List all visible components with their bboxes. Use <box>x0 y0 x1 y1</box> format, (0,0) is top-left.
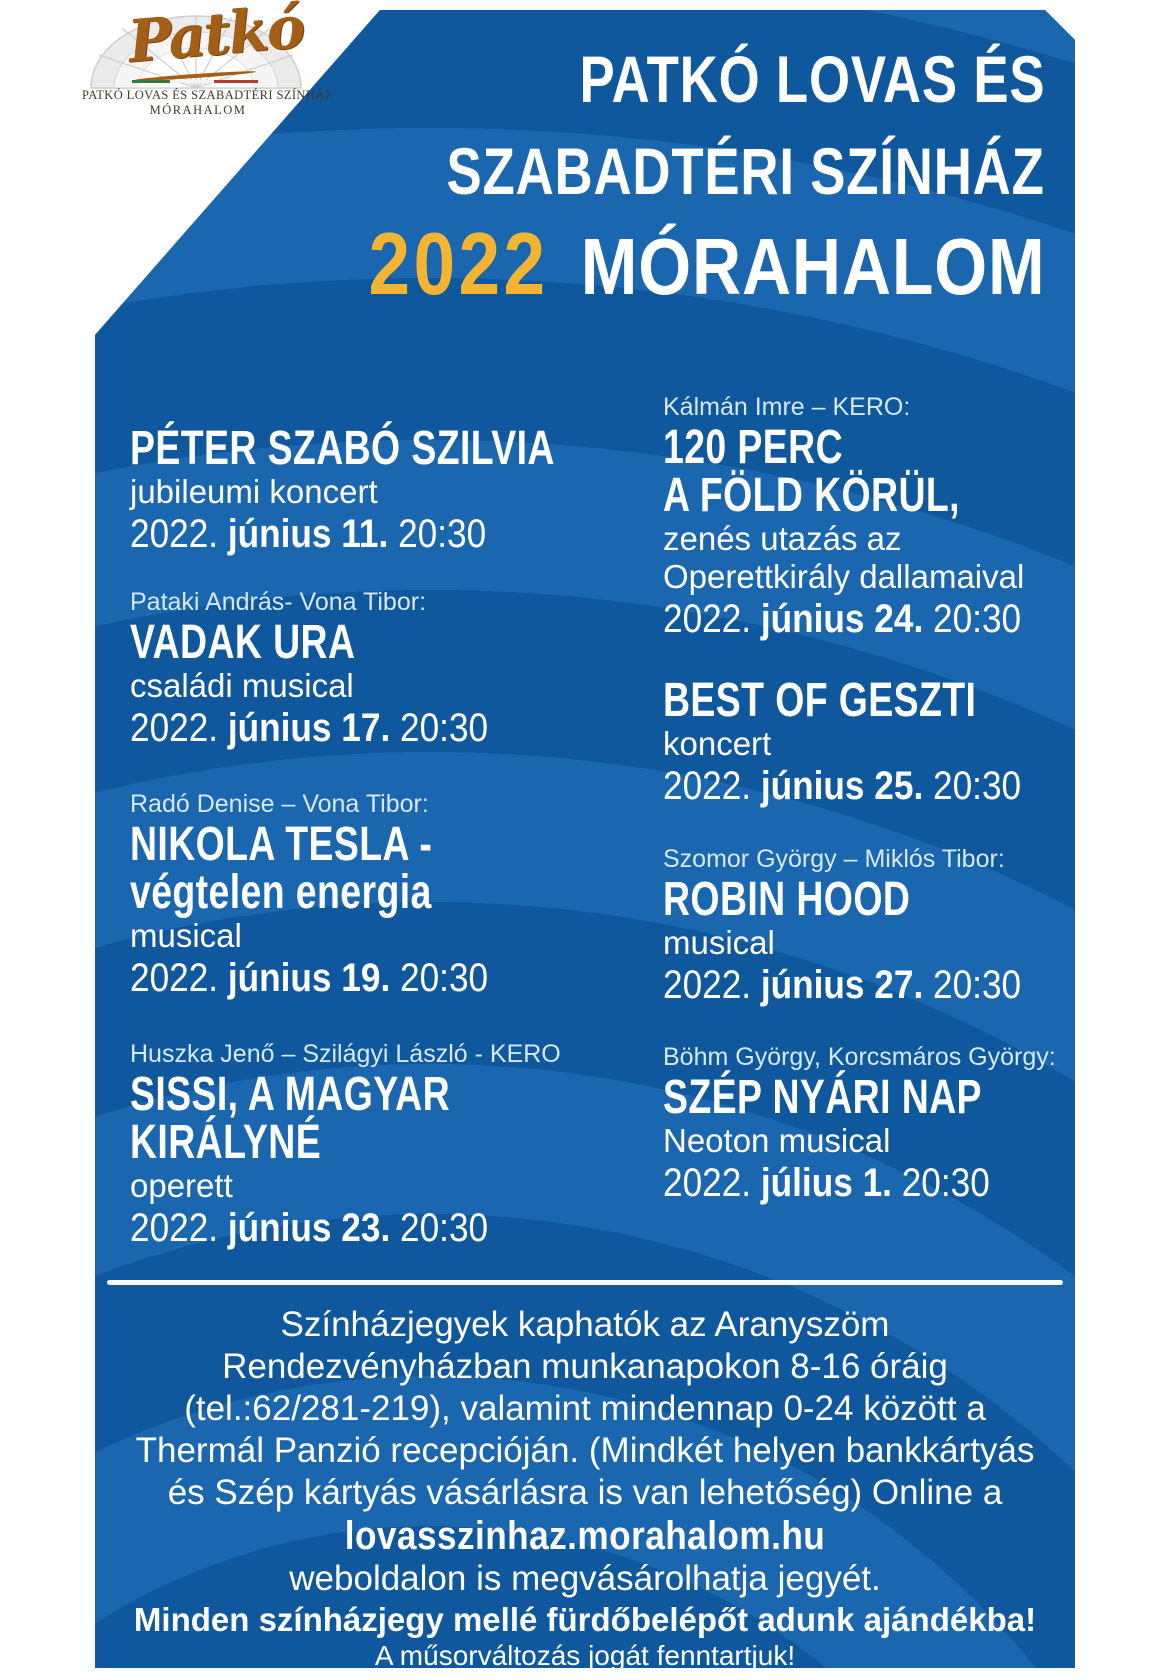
event-title-line: PÉTER SZABÓ SZILVIA <box>130 422 555 475</box>
event-title-line: VADAK URA <box>130 616 356 669</box>
divider-line <box>107 1280 1063 1285</box>
footer-after-website: weboldalon is megvásárolhatja jegyét. <box>289 1559 881 1598</box>
event-genre-line: jubileumi koncert <box>130 473 378 510</box>
event-block: Kálmán Imre – KERO: 120 PERC A FÖLD KÖRÜL,… <box>663 390 1075 642</box>
footer-line: és Szép kártyás vásárlásra is van lehető… <box>167 1473 1003 1512</box>
event-author: Kálmán Imre – KERO: <box>663 393 911 421</box>
event-genre-line: Operettkirály dallamaival <box>663 558 1025 595</box>
event-title-line: KIRÁLYNÉ <box>130 1116 322 1169</box>
hungarian-tricolor-line <box>132 80 258 83</box>
event-block: Pataki András- Vona Tibor: VADAK URA csalá… <box>130 585 670 751</box>
event-block: Huszka Jenő – Szilágyi László - KERO SISS… <box>130 1037 670 1251</box>
footer-line: Színházjegyek kaphatók az Aranyszöm <box>280 1305 890 1344</box>
event-date: 2022. június 24. 20:30 <box>663 597 1022 641</box>
event-genre-line: családi musical <box>130 667 354 704</box>
footer-disclaimer: A műsorváltozás jogát fenntartjuk! <box>374 1640 796 1671</box>
event-genre-line: zenés utazás az <box>663 520 902 557</box>
event-genre-line: koncert <box>663 725 772 762</box>
event-date: 2022. június 11. 20:30 <box>130 512 487 556</box>
logo-caption-line1: PATKÓ LOVAS ÉS SZABADTÉRI SZÍNHÁZ <box>82 88 333 102</box>
event-title-line: A FÖLD KÖRÜL, <box>663 469 960 522</box>
footer-line: (tel.:62/281-219), valamint mindennap 0-… <box>184 1389 986 1428</box>
event-title-line: végtelen energia <box>130 866 432 919</box>
poster-title-line2: SZABADTÉRI SZÍNHÁZ <box>446 134 1045 208</box>
event-date: 2022. június 19. 20:30 <box>130 956 489 1000</box>
event-block: PÉTER SZABÓ SZILVIA jubileumi koncert 2022… <box>130 425 670 557</box>
event-genre-line: operett <box>130 1167 233 1204</box>
event-author: Pataki András- Vona Tibor: <box>130 588 427 616</box>
footer-line: Rendezvényházban munkanapokon 8-16 óráig <box>222 1347 948 1386</box>
patko-logo: Patkó PATKÓ LOVAS ÉS SZABADTÉRI SZÍNHÁZ … <box>82 0 333 118</box>
event-title-line: SZÉP NYÁRI NAP <box>663 1071 982 1124</box>
event-genre-line: musical <box>663 924 775 961</box>
footer: Színházjegyek kaphatók az Aranyszöm Rend… <box>95 1304 1075 1671</box>
logo-caption-line2: MÓRAHALOM <box>149 103 247 117</box>
event-author: Huszka Jenő – Szilágyi László - KERO <box>130 1040 561 1068</box>
event-author: Radó Denise – Vona Tibor: <box>130 790 429 818</box>
event-block: Radó Denise – Vona Tibor: NIKOLA TESLA -v… <box>130 787 670 1001</box>
event-title-line: BEST OF GESZTI <box>663 674 977 727</box>
event-block: BEST OF GESZTI koncert 2022. június 25. 20… <box>663 674 1075 809</box>
event-date: 2022. június 27. 20:30 <box>663 963 1022 1007</box>
footer-line: Thermál Panzió recepcióján. (Mindkét hel… <box>135 1431 1035 1470</box>
event-date: 2022. július 1. 20:30 <box>663 1161 990 1205</box>
event-date: 2022. június 25. 20:30 <box>663 764 1022 808</box>
event-genre-line: Neoton musical <box>663 1122 891 1159</box>
poster-title-city: MÓRAHALOM <box>580 222 1045 311</box>
event-author: Szomor György – Miklós Tibor: <box>663 845 1005 873</box>
year-2022: 2022 <box>368 214 549 313</box>
event-date: 2022. június 23. 20:30 <box>130 1206 489 1250</box>
event-author: Böhm György, Korcsmáros György: <box>663 1043 1056 1071</box>
footer-bonus-note: Minden színházjegy mellé fürdőbelépőt ad… <box>133 1601 1037 1638</box>
event-title-line: SISSI, A MAGYAR <box>130 1068 450 1121</box>
website-url: lovasszinhaz.morahalom.hu <box>344 1514 826 1558</box>
event-title-line: NIKOLA TESLA - <box>130 818 433 871</box>
poster-title-line3: 2022 MÓRAHALOM <box>249 220 1045 311</box>
event-block: Szomor György – Miklós Tibor: ROBIN HOOD m… <box>663 842 1075 1008</box>
event-genre-line: musical <box>130 917 242 954</box>
poster-title-line1: PATKÓ LOVAS ÉS <box>579 42 1045 116</box>
event-title-line: ROBIN HOOD <box>663 873 911 926</box>
event-title-line: 120 PERC <box>663 421 844 474</box>
event-date: 2022. június 17. 20:30 <box>130 706 489 750</box>
event-block: Böhm György, Korcsmáros György: SZÉP NYÁR… <box>663 1040 1075 1206</box>
